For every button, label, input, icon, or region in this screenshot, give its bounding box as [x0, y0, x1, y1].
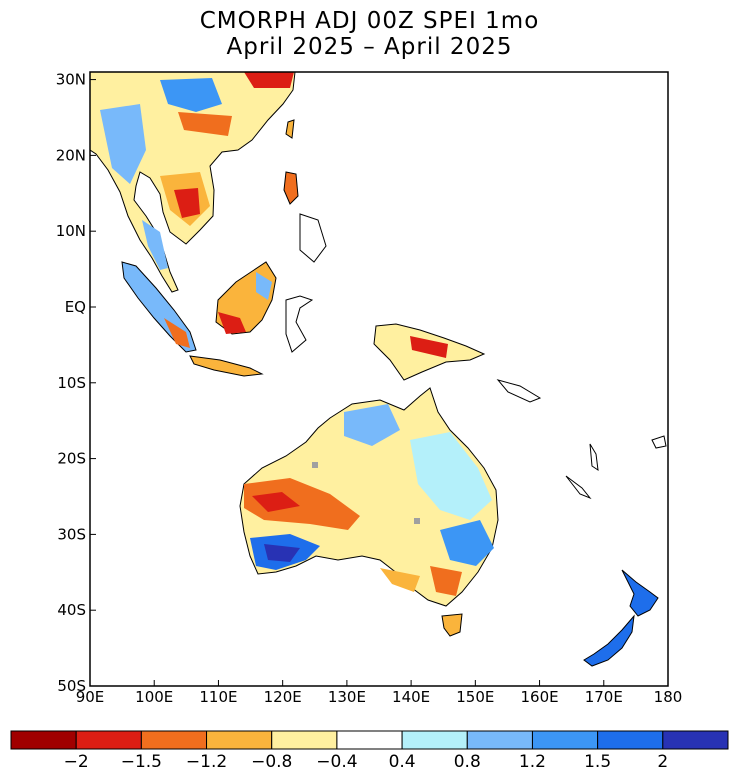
lat-tick-label: 30N — [56, 71, 86, 89]
lat-tick-label: 30S — [57, 525, 86, 543]
lon-tick-label: 130E — [328, 688, 366, 706]
anomaly-blue-borneo — [256, 272, 272, 300]
map-frame — [89, 71, 669, 687]
colorbar-label: 1.5 — [584, 752, 611, 772]
colorbar-bin — [662, 730, 729, 750]
anomaly-orange-se — [430, 566, 462, 596]
lon-tick-label: 140E — [392, 688, 430, 706]
lon-tick-label: 100E — [135, 688, 173, 706]
land-fiji — [651, 435, 667, 449]
anomaly-blue-yunnan — [160, 78, 222, 112]
map-title-line-1: CMORPH ADJ 00Z SPEI 1mo — [199, 8, 540, 34]
colorbar-bin — [531, 730, 599, 750]
colorbar-label: 0.4 — [389, 752, 416, 772]
lon-tick-label: 180 — [654, 688, 683, 706]
colorbar-bin — [336, 730, 403, 750]
land-tasmania — [441, 613, 463, 637]
land-nz-south — [583, 614, 635, 667]
longitude-axis: 90E 100E 110E 120E 130E 140E 150E 160E 170E 180 — [76, 680, 683, 706]
lat-tick-label: 20N — [56, 146, 86, 164]
lat-tick-label: 20S — [57, 450, 86, 468]
colorbar-label: −2 — [64, 752, 89, 772]
anomaly-red-cambodia — [174, 188, 200, 218]
colorbar-label: −0.8 — [251, 752, 292, 772]
lon-tick-label: 90E — [76, 688, 105, 706]
land-nz-north — [621, 569, 659, 617]
lat-tick-label: 10S — [57, 374, 86, 392]
missing-cell-australia-2 — [414, 518, 420, 524]
colorbar-label: 1.2 — [519, 752, 546, 772]
anomaly-darkblue-sw — [264, 544, 300, 562]
lon-tick-label: 170E — [585, 688, 623, 706]
land-taiwan — [285, 119, 295, 139]
land-new-caledonia — [565, 475, 592, 500]
land-mindanao — [299, 213, 327, 263]
land-sulawesi — [285, 295, 314, 353]
colorbar-bin — [75, 730, 142, 750]
anomaly-orange-wa — [244, 478, 360, 530]
lon-tick-label: 160E — [521, 688, 559, 706]
colorbar-bin — [10, 730, 77, 750]
colorbar-bin — [206, 730, 273, 750]
colorbar-bin — [271, 730, 338, 750]
lon-tick-label: 120E — [264, 688, 302, 706]
colorbar-label: −1.2 — [186, 752, 227, 772]
missing-cell-australia-1 — [312, 462, 318, 468]
land-luzon — [283, 171, 299, 205]
anomaly-blue-queensland — [410, 432, 492, 520]
anomaly-blue-malaya — [142, 220, 168, 270]
anomaly-orange-se2 — [380, 568, 420, 592]
anomaly-blue-burma — [100, 104, 146, 184]
colorbar-bins — [10, 730, 729, 750]
colorbar-label: 0.8 — [454, 752, 481, 772]
anomaly-blue-north — [344, 404, 400, 446]
lat-tick-label: 10N — [56, 222, 86, 240]
lat-tick-label: 40S — [57, 601, 86, 619]
colorbar-bin — [597, 730, 664, 750]
latitude-axis: 30N 20N 10N EQ 10S 20S 30S 40S 50S — [56, 71, 96, 695]
anomaly-orange-south-china — [178, 112, 232, 136]
colorbar-bin — [401, 730, 468, 750]
anomaly-red-borneo — [218, 312, 246, 334]
land-java — [189, 355, 264, 377]
lon-tick-label: 150E — [456, 688, 494, 706]
colorbar-bin — [466, 730, 533, 750]
anomaly-red-wa — [252, 492, 300, 512]
lat-tick-label: EQ — [65, 298, 86, 316]
colorbar-label: −0.4 — [316, 752, 357, 772]
anomaly-red-top — [244, 72, 294, 88]
anomaly-blue-east — [440, 520, 494, 566]
anomaly-red-new-guinea — [410, 336, 448, 358]
lat-tick-label: 50S — [57, 677, 86, 695]
anomaly-orange-sumatra — [164, 318, 190, 348]
lon-tick-label: 110E — [199, 688, 237, 706]
colorbar-label: 2 — [657, 752, 668, 772]
colorbar-label: −1.5 — [121, 752, 162, 772]
spei-field-layer — [90, 72, 667, 667]
map-title-line-2: April 2025 – April 2025 — [226, 34, 513, 60]
land-vanuatu — [589, 443, 599, 472]
colorbar-labels: −2 −1.5 −1.2 −0.8 −0.4 0.4 0.8 1.2 1.5 2 — [64, 752, 669, 772]
land-solomon — [496, 379, 542, 403]
colorbar-bin — [140, 730, 208, 750]
